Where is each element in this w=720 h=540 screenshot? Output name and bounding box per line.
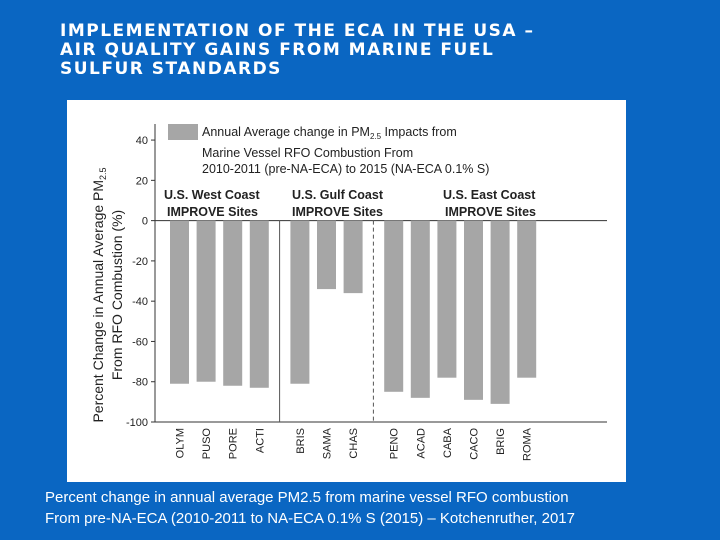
group-west-line2: IMPROVE Sites [167, 205, 258, 219]
bar [490, 220, 510, 404]
legend-line1-tail: Impacts from [381, 125, 457, 139]
legend-line1-subscript: 2.5 [370, 132, 382, 141]
y-tick-label: -60 [132, 336, 148, 348]
svg-text:Percent Change in Annual Avera: Percent Change in Annual Average PM2.5 [90, 167, 108, 422]
x-tick-label: PUSO [201, 428, 213, 460]
x-tick-label: OLYM [175, 428, 187, 458]
y-tick-label: -40 [132, 296, 148, 308]
x-tick-label: PENO [389, 428, 401, 460]
x-tick-label: CABA [442, 427, 454, 458]
x-tick-label: CACO [469, 428, 481, 460]
caption-line2: From pre-NA-ECA (2010-2011 to NA-ECA 0.1… [45, 510, 575, 527]
y-tick-label: 20 [136, 175, 148, 187]
bar [517, 220, 537, 378]
bars [170, 220, 537, 404]
x-tick-label: ACTI [254, 428, 266, 453]
y-axis-label-line2: From RFO Combustion (%) [109, 210, 125, 380]
y-axis-label: Percent Change in Annual Average PM2.5 F… [90, 167, 125, 422]
x-tick-labels: OLYM PUSO PORE ACTI BRIS SAMA CHAS PENO ACAD CABA… [175, 427, 534, 461]
bar [384, 220, 404, 392]
bar [249, 220, 269, 388]
group-west-line1: U.S. West Coast [164, 188, 260, 202]
y-tick-label: -20 [132, 256, 148, 268]
legend-line2: Marine Vessel RFO Combustion From [202, 146, 413, 160]
group-gulf-line2: IMPROVE Sites [292, 205, 383, 219]
bar-chart: Percent Change in Annual Average PM2.5 F… [90, 124, 607, 461]
y-axis-label-subscript: 2.5 [98, 167, 108, 180]
bar [317, 220, 336, 290]
chart-figure: Percent Change in Annual Average PM2.5 F… [67, 100, 626, 482]
bar [170, 220, 189, 384]
legend-line1-text: Annual Average change in PM [202, 125, 370, 139]
site-group-labels: U.S. West Coast IMPROVE Sites U.S. Gulf … [164, 188, 536, 219]
bar [410, 220, 430, 398]
y-tick-label: 40 [136, 135, 148, 147]
legend: Annual Average change in PM2.5 Impacts f… [168, 124, 489, 176]
bar [464, 220, 483, 400]
x-tick-label: ACAD [415, 428, 427, 459]
x-tick-label: BRIG [495, 428, 507, 455]
bar [223, 220, 243, 386]
bar [290, 220, 310, 384]
y-axis-label-line1: Percent Change in Annual Average PM [90, 180, 106, 423]
x-tick-label: SAMA [322, 427, 334, 459]
bar [437, 220, 457, 378]
legend-line3: 2010-2011 (pre-NA-ECA) to 2015 (NA-ECA 0… [202, 162, 489, 176]
x-tick-label: CHAS [348, 428, 360, 459]
x-tick-label: PORE [228, 428, 240, 459]
legend-swatch [168, 124, 198, 140]
legend-line1: Annual Average change in PM2.5 Impacts f… [202, 125, 457, 141]
y-tick-label: 0 [142, 216, 148, 228]
group-east-line2: IMPROVE Sites [445, 205, 536, 219]
group-east-line1: U.S. East Coast [443, 188, 536, 202]
x-tick-label: ROMA [522, 427, 534, 461]
x-tick-label: BRIS [295, 428, 307, 454]
slide-title: IMPLEMENTATION OF THE ECA IN THE USA – A… [60, 21, 535, 79]
caption: Percent change in annual average PM2.5 f… [45, 487, 715, 529]
bar [343, 220, 363, 294]
caption-line1: Percent change in annual average PM2.5 f… [45, 489, 569, 506]
y-tick-label: -80 [132, 377, 148, 389]
bar [196, 220, 216, 382]
y-tick-label: -100 [126, 417, 148, 429]
group-gulf-line1: U.S. Gulf Coast [292, 188, 384, 202]
